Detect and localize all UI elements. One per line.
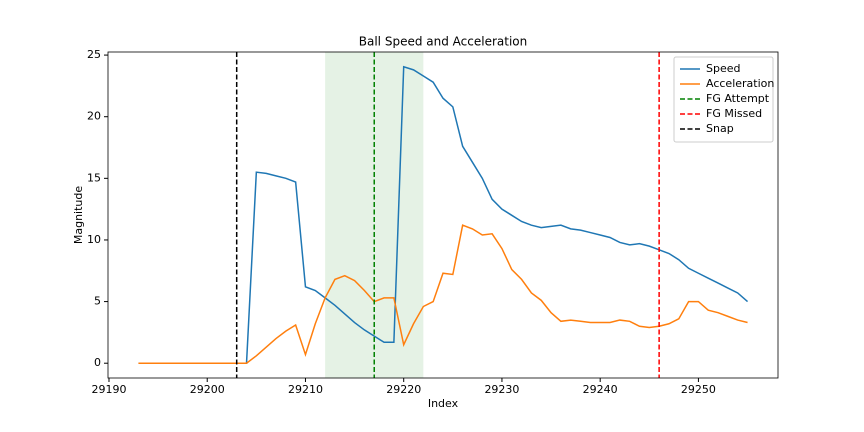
legend-label: Speed	[706, 62, 740, 75]
x-tick-label: 29200	[190, 383, 225, 396]
legend-label: FG Attempt	[706, 92, 770, 105]
x-tick-label: 29240	[583, 383, 618, 396]
x-tick-label: 29220	[386, 383, 421, 396]
y-tick-label: 25	[87, 48, 101, 61]
legend-label: FG Missed	[706, 107, 762, 120]
x-tick-label: 29190	[91, 383, 126, 396]
y-tick-label: 0	[94, 356, 101, 369]
y-axis-label: Magnitude	[72, 186, 85, 245]
x-axis-label: Index	[428, 397, 459, 410]
x-tick-label: 29210	[288, 383, 323, 396]
data-line	[138, 224, 748, 364]
y-tick-label: 15	[87, 171, 101, 184]
y-tick-label: 10	[87, 233, 101, 246]
legend-label: Snap	[706, 122, 734, 135]
y-tick-label: 20	[87, 110, 101, 123]
legend-label: Acceleration	[706, 77, 774, 90]
x-tick-label: 29230	[484, 383, 519, 396]
chart-title: Ball Speed and Acceleration	[359, 35, 527, 49]
x-tick-label: 29250	[681, 383, 716, 396]
legend: Speed Acceleration FG Attempt FG Missed Snap	[673, 56, 774, 143]
legend-box	[673, 56, 774, 143]
y-tick-label: 5	[94, 295, 101, 308]
axes-frame	[107, 51, 779, 379]
